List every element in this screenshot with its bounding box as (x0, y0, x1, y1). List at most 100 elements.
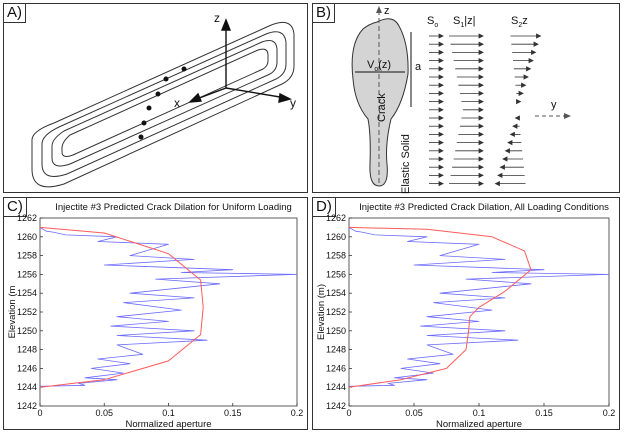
s1-arrow-head (478, 131, 484, 138)
y-tick-label: 1250 (17, 326, 37, 336)
crack-contour-3 (51, 40, 278, 167)
y-axis (225, 87, 287, 99)
label-elastic-solid: Elastic Solid (400, 134, 412, 194)
x-tick-label: 0 (346, 408, 351, 418)
y-tick-label: 1244 (17, 382, 37, 392)
y-tick-label: 1262 (326, 213, 346, 223)
crack-contour-2 (41, 31, 287, 177)
y-tick-label: 1260 (17, 232, 37, 242)
s1-arrow-head (478, 172, 484, 179)
s1-arrow-head (478, 164, 484, 170)
s1-arrow-head (478, 33, 484, 39)
y-tick-label: 1256 (17, 269, 37, 279)
axis-z-label: z (384, 5, 390, 17)
s0-arrow-head (438, 148, 444, 154)
sample-point (138, 134, 144, 140)
x-tick-label: 0.15 (535, 408, 553, 418)
s2-arrow-head (512, 123, 518, 129)
label-s0: So (427, 15, 438, 29)
crack-contour-4 (61, 48, 269, 157)
panel-a-tag: A) (4, 4, 26, 23)
crack-contour-1 (31, 21, 295, 188)
s2-arrow-head (526, 66, 532, 72)
y-tick-label: 1252 (17, 307, 37, 317)
x-tick-label: 0.2 (291, 408, 304, 418)
s2-arrow-head (516, 98, 522, 105)
y-tick-label: 1254 (17, 288, 37, 298)
panel-c-tag: C) (4, 198, 27, 217)
chart-c: Injectite #3 Predicted Crack Dilation fo… (7, 202, 304, 430)
y-axis-label: Elevation (m) (316, 284, 327, 340)
s0-arrow-head (438, 115, 444, 121)
s1-arrow-head (478, 107, 484, 113)
panel-a-diagram: z y x (31, 11, 296, 188)
s0-arrow-head (438, 156, 444, 162)
x-tick-label: 0 (37, 408, 42, 418)
label-v: Vo(z) (367, 59, 391, 73)
crack-shape (351, 18, 409, 187)
y-tick-label: 1250 (326, 326, 346, 336)
plot-frame (348, 217, 610, 407)
y-tick-label: 1246 (326, 363, 346, 373)
panel-b-diagram: z Vo(z) a Crack Elastic Solid So S1|z| S… (351, 5, 571, 194)
s2-arrow-head (528, 57, 534, 64)
sample-point (163, 76, 169, 82)
x-axis-label: Normalized aperture (436, 419, 522, 430)
s0-arrow-head (438, 90, 444, 97)
s1-arrow-head (478, 156, 484, 162)
chart-title: Injectite #3 Predicted Crack Dilation, A… (359, 202, 609, 213)
s0-arrow-head (438, 172, 444, 179)
s1-arrow-head (478, 57, 484, 64)
panel-c: C) Injectite #3 Predicted Crack Dilation… (3, 197, 308, 430)
s2-arrow-head (494, 180, 500, 187)
x-tick-label: 0.2 (603, 408, 616, 418)
series-measured-aperture (348, 227, 610, 387)
sample-point (155, 91, 161, 97)
y-arrowhead (564, 113, 571, 119)
sample-point (146, 105, 152, 111)
s2-arrow-head (521, 82, 527, 88)
label-crack: Crack (376, 93, 388, 122)
s1-arrow-head (478, 66, 484, 72)
axis-z-label: z (214, 11, 220, 25)
s2-arrow-head (523, 74, 529, 80)
y-tick-label: 1262 (17, 213, 37, 223)
s0-arrow-head (438, 41, 444, 47)
y-tick-label: 1248 (326, 345, 346, 355)
x-tick-label: 0.15 (224, 408, 242, 418)
series-measured-aperture (39, 227, 298, 387)
s1-arrow-head (478, 49, 484, 56)
s1-arrow-head (478, 139, 484, 146)
s1-arrow-head (478, 82, 484, 88)
x-arrowhead (188, 92, 203, 103)
panel-b: B) z Vo(z) a Crack Elastic Solid So S1|z… (312, 3, 620, 194)
series-predicted-aperture (348, 226, 532, 388)
panel-a: A) z y x (3, 3, 308, 193)
s0-arrow-head (438, 131, 444, 138)
y-tick-label: 1254 (326, 288, 346, 298)
s0-arrow-head (438, 82, 444, 88)
plot-frame (39, 217, 298, 407)
x-axis-label: Normalized aperture (125, 419, 211, 430)
x-tick-label: 0.1 (473, 408, 486, 418)
s1-arrow-head (478, 74, 484, 80)
z-arrowhead (220, 18, 232, 31)
y-tick-label: 1258 (326, 251, 346, 261)
x-tick-label: 0.05 (405, 408, 423, 418)
axis-y-label: y (551, 99, 557, 111)
s2-arrow-head (497, 172, 503, 179)
y-tick-label: 1252 (326, 307, 346, 317)
panel-d: D) Injectite #3 Predicted Crack Dilation… (312, 197, 620, 430)
s0-arrow-head (438, 107, 444, 113)
s0-arrow-head (438, 180, 444, 187)
y-tick-label: 1256 (326, 269, 346, 279)
y-tick-label: 1244 (326, 382, 346, 392)
s0-arrow-head (438, 98, 444, 105)
axis-x-label: x (174, 96, 180, 110)
s0-arrow-head (438, 74, 444, 80)
y-tick-label: 1242 (326, 401, 346, 411)
s0-arrow-head (438, 57, 444, 64)
s2-arrow-head (518, 90, 524, 97)
s2-arrow-head (509, 131, 515, 138)
s2-arrow-head (507, 139, 513, 146)
